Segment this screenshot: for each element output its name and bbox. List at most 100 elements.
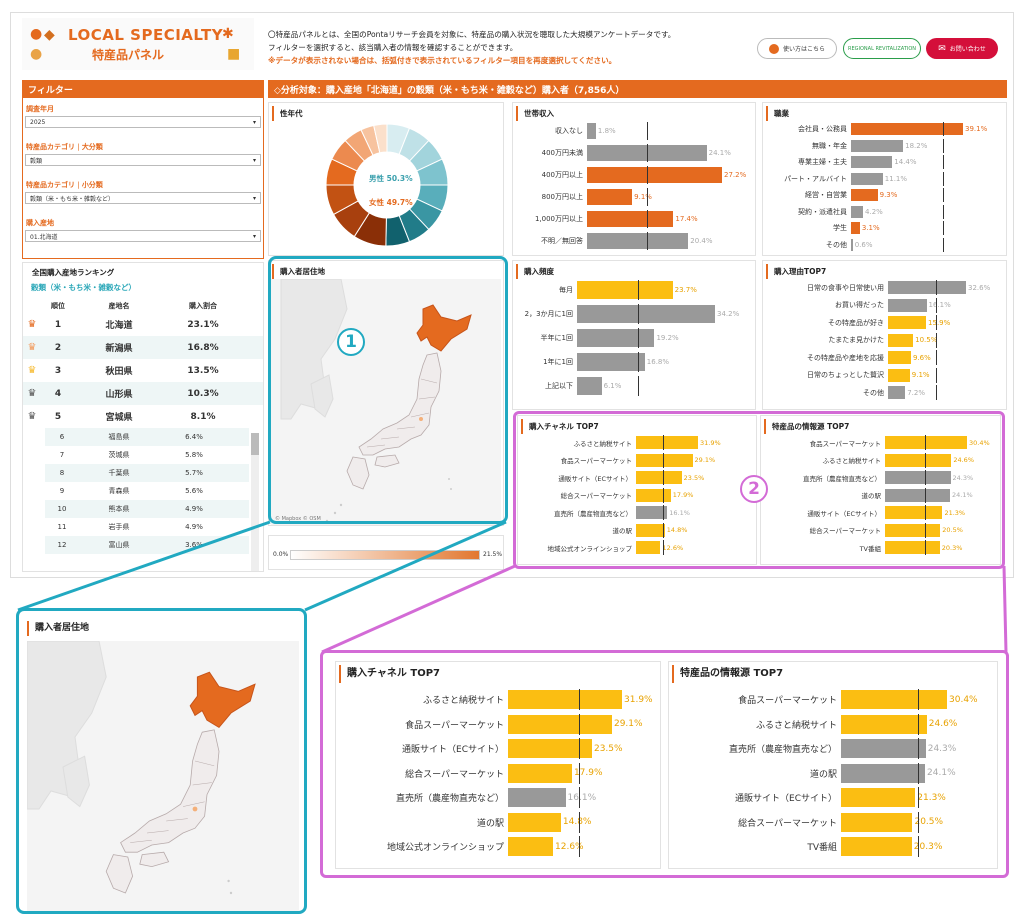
bar-row[interactable]: 直売所（農産物直売など） 24.3% (761, 470, 973, 485)
bar-row[interactable]: 通販サイト（ECサイト） 23.5% (518, 470, 704, 485)
bar-row[interactable]: 食品スーパーマーケット 29.1% (518, 452, 715, 468)
bar[interactable] (577, 376, 639, 396)
japan-map-zoomed[interactable] (27, 641, 299, 911)
bar[interactable] (885, 470, 951, 485)
bar-row[interactable]: 直売所（農産物直売など） 24.3% (669, 738, 956, 759)
bar[interactable] (851, 122, 963, 136)
bar[interactable] (885, 487, 950, 503)
bar[interactable] (885, 435, 967, 450)
bar-row[interactable]: 不明／無回答 20.4% (513, 232, 713, 250)
bar[interactable] (851, 138, 944, 153)
donut-segment[interactable] (373, 123, 388, 154)
bar[interactable] (851, 155, 944, 169)
bar[interactable] (577, 280, 673, 300)
bar[interactable] (508, 713, 612, 735)
bar-row[interactable]: お買い得だった 16.1% (763, 297, 951, 313)
bar-row[interactable]: 通販サイト（ECサイト） 21.3% (761, 505, 965, 520)
bar[interactable] (851, 221, 944, 235)
japan-map[interactable] (271, 279, 501, 525)
bar-row[interactable]: 1年に1回 16.8% (513, 352, 669, 372)
bar-row[interactable]: 800万円以上 9.1% (513, 188, 652, 206)
regional-revitalization-button[interactable]: REGIONAL REVITALIZATION (843, 38, 921, 59)
bar[interactable] (577, 352, 645, 372)
year-select[interactable]: 2025 ▾ (25, 116, 261, 128)
bar[interactable] (508, 811, 581, 833)
how-to-button[interactable]: 使い方はこちら (757, 38, 837, 59)
bar-row[interactable]: ふるさと納税サイト 24.6% (669, 713, 957, 735)
bar-row[interactable]: 上記以下 6.1% (513, 376, 639, 396)
bar[interactable] (885, 505, 943, 520)
bar-row[interactable]: 経営・自営業 9.3% (763, 188, 944, 202)
bar-row[interactable]: その特産品が好き 15.9% (763, 315, 950, 330)
bar-row[interactable]: 直売所（農産物直売など） 16.1% (518, 505, 690, 520)
bar[interactable] (636, 470, 682, 485)
bar-row[interactable]: その他 0.6% (763, 237, 944, 252)
bar[interactable] (636, 505, 668, 520)
bar-row[interactable]: 地域公式オンラインショップ 12.6% (336, 836, 584, 857)
region-select[interactable]: 01.北海道 ▾ (25, 230, 261, 242)
bar[interactable] (851, 237, 944, 252)
bar[interactable] (587, 122, 648, 140)
bar[interactable] (888, 297, 937, 313)
bar-row[interactable]: その特産品や産地を応援 9.6% (763, 350, 937, 365)
bar-row[interactable]: 総合スーパーマーケット 17.9% (336, 762, 603, 784)
bar[interactable] (888, 315, 937, 330)
bar[interactable] (841, 713, 927, 735)
bar-row[interactable]: ふるさと納税サイト 31.9% (518, 435, 721, 450)
bar[interactable] (851, 171, 944, 186)
bar[interactable] (587, 166, 722, 184)
bar-row[interactable]: 収入なし 1.8% (513, 122, 648, 140)
category-minor-select[interactable]: 穀類（米・もち米・雑穀など） ▾ (25, 192, 261, 204)
bar-row[interactable]: 通販サイト（ECサイト） 23.5% (336, 738, 623, 759)
bar[interactable] (888, 332, 937, 348)
bar[interactable] (888, 350, 937, 365)
bar-row[interactable]: 半年に1回 19.2% (513, 328, 679, 348)
bar[interactable] (841, 811, 919, 833)
bar[interactable] (636, 522, 665, 538)
bar-row[interactable]: TV番組 20.3% (761, 540, 962, 555)
bar[interactable] (577, 328, 655, 348)
bar[interactable] (888, 280, 966, 295)
bar[interactable] (508, 762, 581, 784)
bar-row[interactable]: 専業主婦・主夫 14.4% (763, 155, 944, 169)
bar-row[interactable]: 日常の食事や日常使い用 32.6% (763, 280, 990, 295)
bar[interactable] (508, 836, 581, 857)
bar[interactable] (851, 204, 944, 219)
bar-row[interactable]: 無職・年金 18.2% (763, 138, 944, 153)
bar[interactable] (508, 787, 581, 808)
bar-row[interactable]: 食品スーパーマーケット 29.1% (336, 713, 643, 735)
bar[interactable] (888, 385, 937, 400)
bar-row[interactable]: 2，3か月に1回 34.2% (513, 304, 739, 324)
bar[interactable] (587, 188, 648, 206)
bar-row[interactable]: 総合スーパーマーケット 20.5% (761, 522, 963, 538)
bar-row[interactable]: 食品スーパーマーケット 30.4% (669, 689, 978, 710)
bar[interactable] (587, 144, 707, 162)
bar-row[interactable]: 400万円未満 24.1% (513, 144, 731, 162)
bar-row[interactable]: 学生 3.1% (763, 221, 944, 235)
bar-row[interactable]: 総合スーパーマーケット 17.9% (518, 487, 693, 503)
bar-row[interactable]: 道の駅 14.8% (518, 522, 687, 538)
bar-row[interactable]: 400万円以上 27.2% (513, 166, 746, 184)
bar-row[interactable]: 直売所（農産物直売など） 16.1% (336, 787, 596, 808)
bar[interactable] (636, 435, 698, 450)
bar-row[interactable]: 道の駅 14.8% (336, 811, 591, 833)
ranking-scrollbar[interactable] (251, 433, 259, 571)
bar[interactable] (587, 210, 674, 228)
scroll-thumb[interactable] (251, 433, 259, 455)
bar-row[interactable]: 毎月 23.7% (513, 280, 697, 300)
bar-row[interactable]: TV番組 20.3% (669, 836, 942, 857)
bar[interactable] (636, 452, 693, 468)
bar-row[interactable]: たまたま見かけた 10.5% (763, 332, 937, 348)
bar-row[interactable]: 1,000万円以上 17.4% (513, 210, 698, 228)
bar-row[interactable]: 会社員・公務員 39.1% (763, 122, 987, 136)
bar-row[interactable]: その他 7.2% (763, 385, 937, 400)
contact-button[interactable]: ✉ お問い合わせ (926, 38, 998, 59)
bar[interactable] (885, 522, 941, 538)
bar-row[interactable]: ふるさと納税サイト 24.6% (761, 452, 974, 468)
bar[interactable] (587, 232, 689, 250)
bar[interactable] (885, 540, 940, 555)
bar[interactable] (885, 452, 952, 468)
bar-row[interactable]: 道の駅 24.1% (761, 487, 973, 503)
bar[interactable] (636, 540, 665, 555)
bar-row[interactable]: 道の駅 24.1% (669, 762, 956, 784)
